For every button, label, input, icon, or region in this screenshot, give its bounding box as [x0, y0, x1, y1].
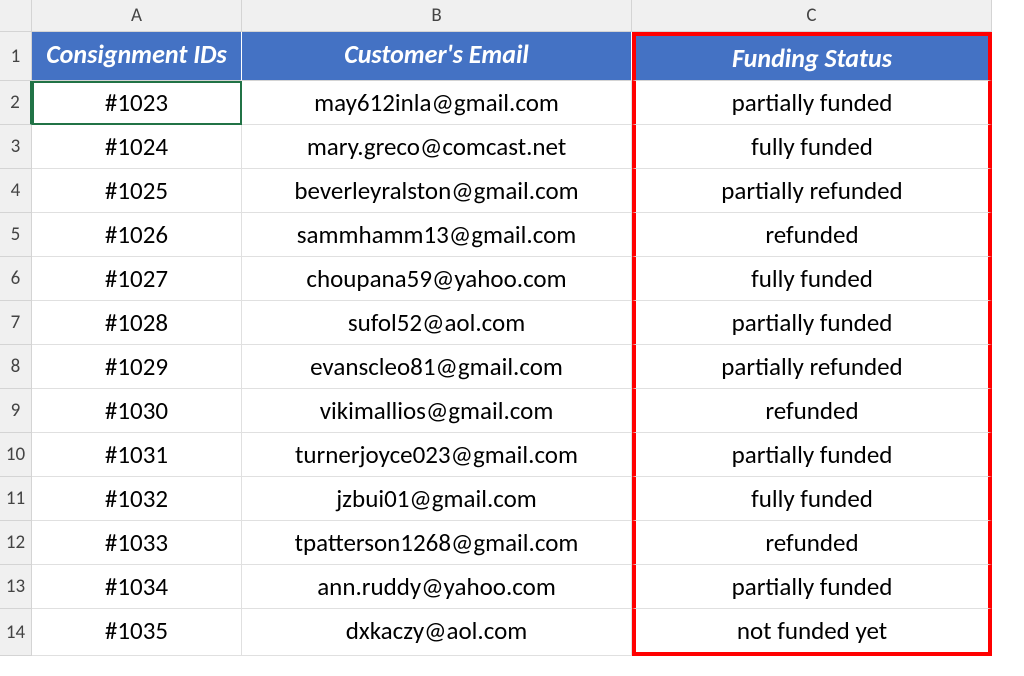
- column-header-b[interactable]: B: [242, 0, 632, 32]
- row-header-1[interactable]: 1: [0, 32, 32, 81]
- cell-a3[interactable]: #1024: [32, 125, 242, 169]
- cell-c2[interactable]: partially funded: [632, 81, 992, 125]
- row-header-13[interactable]: 13: [0, 565, 32, 609]
- cell-c6[interactable]: fully funded: [632, 257, 992, 301]
- cell-a11[interactable]: #1032: [32, 477, 242, 521]
- cell-c9[interactable]: refunded: [632, 389, 992, 433]
- cell-a7[interactable]: #1028: [32, 301, 242, 345]
- cell-c14[interactable]: not funded yet: [632, 609, 992, 656]
- row-header-2[interactable]: 2: [0, 81, 32, 125]
- row-header-10[interactable]: 10: [0, 433, 32, 477]
- column-header-c[interactable]: C: [632, 0, 992, 32]
- cell-b3[interactable]: mary.greco@comcast.net: [242, 125, 632, 169]
- header-consignment-ids[interactable]: Consignment IDs: [32, 32, 242, 81]
- cell-a9[interactable]: #1030: [32, 389, 242, 433]
- cell-c8[interactable]: partially refunded: [632, 345, 992, 389]
- cell-c13[interactable]: partially funded: [632, 565, 992, 609]
- cell-c7[interactable]: partially funded: [632, 301, 992, 345]
- cell-c11[interactable]: fully funded: [632, 477, 992, 521]
- cell-b14[interactable]: dxkaczy@aol.com: [242, 609, 632, 656]
- row-header-14[interactable]: 14: [0, 609, 32, 656]
- cell-c4[interactable]: partially refunded: [632, 169, 992, 213]
- cell-b7[interactable]: sufol52@aol.com: [242, 301, 632, 345]
- row-header-6[interactable]: 6: [0, 257, 32, 301]
- spreadsheet-grid: A B C 1 Consignment IDs Customer's Email…: [0, 0, 1024, 656]
- cell-c12[interactable]: refunded: [632, 521, 992, 565]
- cell-a5[interactable]: #1026: [32, 213, 242, 257]
- cell-a12[interactable]: #1033: [32, 521, 242, 565]
- cell-a6[interactable]: #1027: [32, 257, 242, 301]
- header-customers-email[interactable]: Customer's Email: [242, 32, 632, 81]
- row-header-7[interactable]: 7: [0, 301, 32, 345]
- corner-select-all[interactable]: [0, 0, 32, 32]
- cell-b5[interactable]: sammhamm13@gmail.com: [242, 213, 632, 257]
- column-header-a[interactable]: A: [32, 0, 242, 32]
- cell-b12[interactable]: tpatterson1268@gmail.com: [242, 521, 632, 565]
- row-header-4[interactable]: 4: [0, 169, 32, 213]
- cell-b6[interactable]: choupana59@yahoo.com: [242, 257, 632, 301]
- row-header-12[interactable]: 12: [0, 521, 32, 565]
- row-header-11[interactable]: 11: [0, 477, 32, 521]
- cell-a2[interactable]: #1023: [32, 81, 242, 125]
- row-header-9[interactable]: 9: [0, 389, 32, 433]
- cell-a13[interactable]: #1034: [32, 565, 242, 609]
- cell-a10[interactable]: #1031: [32, 433, 242, 477]
- cell-b2[interactable]: may612inla@gmail.com: [242, 81, 632, 125]
- cell-c5[interactable]: refunded: [632, 213, 992, 257]
- row-header-8[interactable]: 8: [0, 345, 32, 389]
- cell-b13[interactable]: ann.ruddy@yahoo.com: [242, 565, 632, 609]
- cell-b8[interactable]: evanscleo81@gmail.com: [242, 345, 632, 389]
- cell-b10[interactable]: turnerjoyce023@gmail.com: [242, 433, 632, 477]
- cell-a8[interactable]: #1029: [32, 345, 242, 389]
- cell-b9[interactable]: vikimallios@gmail.com: [242, 389, 632, 433]
- cell-c3[interactable]: fully funded: [632, 125, 992, 169]
- cell-c10[interactable]: partially funded: [632, 433, 992, 477]
- row-header-3[interactable]: 3: [0, 125, 32, 169]
- cell-a14[interactable]: #1035: [32, 609, 242, 656]
- cell-b11[interactable]: jzbui01@gmail.com: [242, 477, 632, 521]
- cell-b4[interactable]: beverleyralston@gmail.com: [242, 169, 632, 213]
- header-funding-status[interactable]: Funding Status: [632, 32, 992, 81]
- cell-a4[interactable]: #1025: [32, 169, 242, 213]
- row-header-5[interactable]: 5: [0, 213, 32, 257]
